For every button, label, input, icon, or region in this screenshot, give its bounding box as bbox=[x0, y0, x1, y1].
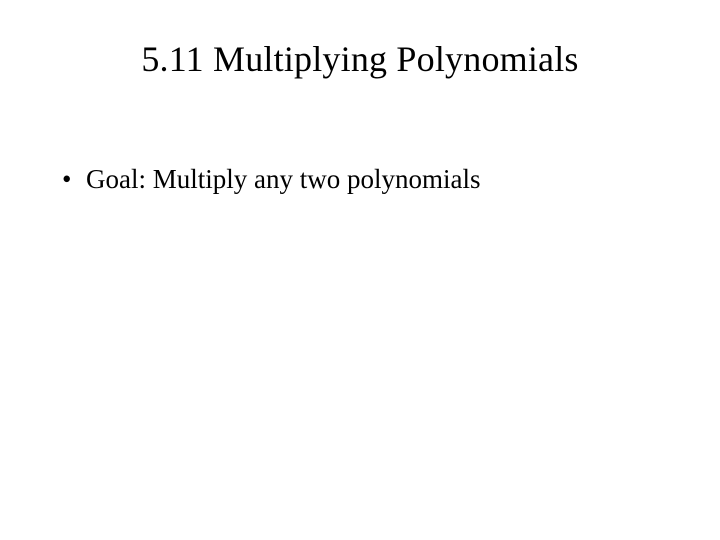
bullet-item: Goal: Multiply any two polynomials bbox=[58, 162, 720, 197]
content-area: Goal: Multiply any two polynomials bbox=[0, 80, 720, 197]
bullet-list: Goal: Multiply any two polynomials bbox=[58, 162, 720, 197]
slide-title: 5.11 Multiplying Polynomials bbox=[0, 0, 720, 80]
